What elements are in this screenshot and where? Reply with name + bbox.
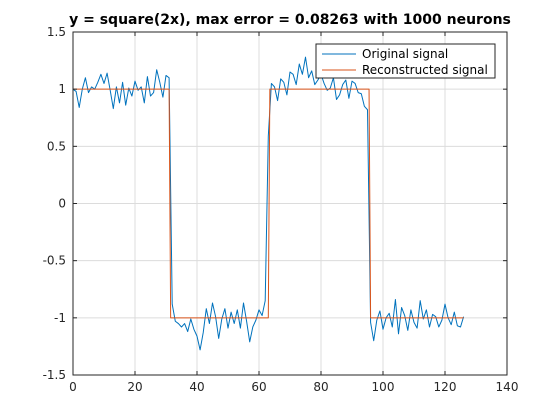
legend: Original signal Reconstructed signal <box>315 43 496 79</box>
x-tick-label: 120 <box>434 380 457 394</box>
y-tick-labels: -1.5 -1 -0.5 0 0.5 1 1.5 <box>43 25 66 382</box>
y-tick-label: 1.5 <box>47 25 66 39</box>
tick-marks <box>72 31 508 376</box>
legend-box <box>315 43 496 79</box>
y-tick-label: 0.5 <box>47 139 66 153</box>
x-tick-label: 100 <box>372 380 395 394</box>
series-layer <box>72 56 465 351</box>
x-tick-label: 140 <box>496 380 519 394</box>
y-tick-label: -1 <box>54 311 66 325</box>
x-tick-label: 0 <box>69 380 77 394</box>
legend-label-reconstructed: Reconstructed signal <box>362 63 488 77</box>
y-tick-label: -1.5 <box>43 368 66 382</box>
y-tick-label: 0 <box>58 197 66 211</box>
reconstructed-signal-line <box>73 88 464 319</box>
x-tick-label: 20 <box>127 380 142 394</box>
legend-label-original: Original signal <box>362 47 448 61</box>
x-tick-label: 80 <box>313 380 328 394</box>
x-tick-labels: 0 20 40 60 80 100 120 140 <box>69 380 518 394</box>
y-tick-label: 1 <box>58 82 66 96</box>
x-tick-label: 60 <box>251 380 266 394</box>
chart-title: y = square(2x), max error = 0.08263 with… <box>69 12 511 28</box>
y-tick-label: -0.5 <box>43 254 66 268</box>
original-signal-line <box>72 56 465 351</box>
x-tick-label: 40 <box>189 380 204 394</box>
